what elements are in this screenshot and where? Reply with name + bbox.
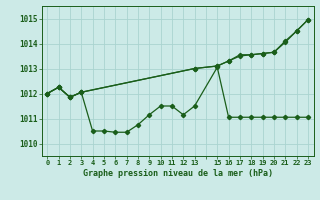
X-axis label: Graphe pression niveau de la mer (hPa): Graphe pression niveau de la mer (hPa) bbox=[83, 169, 273, 178]
